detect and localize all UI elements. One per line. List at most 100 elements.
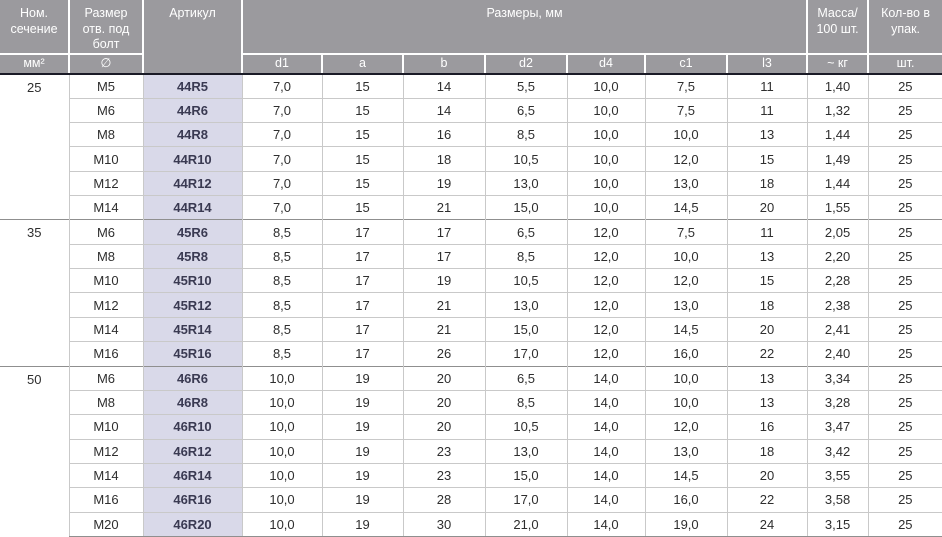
- table-row: M10 45R10 8,5 17 19 10,5 12,0 12,0 15 2,28 25: [0, 268, 942, 293]
- table-row: 50 M6 46R6 10,0 19 20 6,5 14,0 10,0 13 3,34 25: [0, 365, 942, 537]
- dimension-cell: 10,0: [644, 122, 727, 147]
- mass-cell: 1,55: [806, 195, 869, 220]
- dimension-cell: 17: [321, 219, 403, 245]
- dimension-cell: 12,0: [566, 292, 645, 318]
- qty-cell: 25: [867, 487, 942, 513]
- dim-header-d2: d2: [485, 53, 568, 75]
- article-code-cell: 46R8: [142, 389, 242, 415]
- dimension-cell: 19: [402, 170, 485, 196]
- dimension-cell: 13,0: [644, 438, 727, 464]
- dimension-cell: 10,0: [241, 438, 322, 464]
- dimension-cell: 8,5: [241, 292, 322, 318]
- dimension-cell: 12,0: [566, 316, 645, 342]
- dim-header-d4: d4: [567, 53, 646, 75]
- dimension-cell: 19: [321, 438, 403, 464]
- dimension-cell: 10,5: [484, 414, 567, 440]
- dim-header-l3: l3: [727, 53, 809, 75]
- dimension-cell: 8,5: [484, 389, 567, 415]
- dimension-cell: 12,0: [566, 268, 645, 293]
- table-row: M6 44R6 7,0 15 14 6,5 10,0 7,5 11 1,32 25: [0, 97, 942, 123]
- dimension-cell: 17,0: [484, 487, 567, 513]
- dimension-cell: 10,0: [566, 73, 645, 99]
- dim-header-c1: c1: [645, 53, 728, 75]
- article-code-cell: 46R6: [142, 365, 242, 391]
- dimension-cell: 7,0: [241, 73, 322, 99]
- bolt-size-cell: M8: [68, 122, 143, 147]
- dimension-cell: 18: [726, 438, 808, 464]
- mass-cell: 3,34: [806, 365, 869, 391]
- dimension-cell: 16: [726, 414, 808, 440]
- dimension-cell: 15: [726, 146, 808, 172]
- dimension-cell: 8,5: [241, 219, 322, 245]
- dimension-cell: 19: [321, 511, 403, 537]
- dimension-cell: 14,5: [644, 316, 727, 342]
- table-header: Ном. сечение Размер отв. под болт Артику…: [0, 0, 942, 75]
- dimension-cell: 7,5: [644, 97, 727, 123]
- dimension-cell: 10,0: [644, 243, 727, 269]
- dimension-cell: 15,0: [484, 195, 567, 220]
- dimension-cell: 12,0: [566, 341, 645, 366]
- table-row: M16 46R16 10,0 19 28 17,0 14,0 16,0 22 3,58 25: [0, 487, 942, 513]
- col-header-bolt-hole-size: Размер отв. под болт: [69, 0, 144, 55]
- mass-cell: 2,28: [806, 268, 869, 293]
- dimension-cell: 18: [726, 170, 808, 196]
- dimension-cell: 17: [321, 316, 403, 342]
- table-row: M12 45R12 8,5 17 21 13,0 12,0 13,0 18 2,38 25: [0, 292, 942, 318]
- bolt-size-cell: M10: [68, 414, 143, 440]
- dimension-cell: 19,0: [644, 511, 727, 537]
- qty-cell: 25: [867, 389, 942, 415]
- dimension-cell: 15: [321, 170, 403, 196]
- bolt-size-cell: M12: [68, 170, 143, 196]
- dimension-cell: 10,0: [241, 462, 322, 488]
- dimension-cell: 8,5: [241, 341, 322, 366]
- mass-cell: 2,20: [806, 243, 869, 269]
- article-code-cell: 44R5: [142, 73, 242, 99]
- dimension-cell: 20: [402, 389, 485, 415]
- dimension-cell: 5,5: [484, 73, 567, 99]
- unit-header-pcs: шт.: [868, 53, 942, 75]
- dimension-cell: 16,0: [644, 341, 727, 366]
- bolt-size-cell: M6: [68, 97, 143, 123]
- dimension-cell: 10,5: [484, 146, 567, 172]
- article-code-cell: 44R14: [142, 195, 242, 220]
- dimension-cell: 10,0: [241, 365, 322, 391]
- dimension-cell: 19: [321, 462, 403, 488]
- dimension-cell: 10,0: [644, 389, 727, 415]
- article-code-cell: 46R20: [142, 511, 242, 537]
- dimension-cell: 23: [402, 462, 485, 488]
- qty-cell: 25: [867, 122, 942, 147]
- dim-header-b: b: [403, 53, 486, 75]
- article-code-cell: 45R14: [142, 316, 242, 342]
- bolt-size-cell: M14: [68, 462, 143, 488]
- mass-cell: 2,05: [806, 219, 869, 245]
- bolt-size-cell: M10: [68, 146, 143, 172]
- mass-cell: 2,41: [806, 316, 869, 342]
- dimension-cell: 21,0: [484, 511, 567, 537]
- dimension-cell: 8,5: [241, 268, 322, 293]
- dimension-cell: 10,0: [566, 97, 645, 123]
- dimension-cell: 17: [321, 243, 403, 269]
- dimension-cell: 17: [321, 268, 403, 293]
- bolt-size-cell: M16: [68, 487, 143, 513]
- dimension-cell: 20: [402, 414, 485, 440]
- dimension-cell: 14,5: [644, 195, 727, 220]
- mass-cell: 3,47: [806, 414, 869, 440]
- dimension-cell: 21: [402, 292, 485, 318]
- qty-cell: 25: [867, 97, 942, 123]
- article-code-cell: 45R6: [142, 219, 242, 245]
- qty-cell: 25: [867, 438, 942, 464]
- qty-cell: 25: [867, 292, 942, 318]
- table-row: M10 46R10 10,0 19 20 10,5 14,0 12,0 16 3,47 25: [0, 414, 942, 440]
- dimension-cell: 15: [321, 97, 403, 123]
- mass-cell: 1,44: [806, 122, 869, 147]
- dimension-cell: 10,0: [241, 414, 322, 440]
- dimension-cell: 11: [726, 219, 808, 245]
- table-row: M14 45R14 8,5 17 21 15,0 12,0 14,5 20 2,41 25: [0, 316, 942, 342]
- dimension-cell: 12,0: [644, 268, 727, 293]
- dimension-cell: 14,0: [566, 389, 645, 415]
- table-row: M14 44R14 7,0 15 21 15,0 10,0 14,5 20 1,55 25: [0, 195, 942, 220]
- dimension-cell: 10,5: [484, 268, 567, 293]
- dimension-cell: 6,5: [484, 219, 567, 245]
- bolt-size-cell: M5: [68, 73, 143, 99]
